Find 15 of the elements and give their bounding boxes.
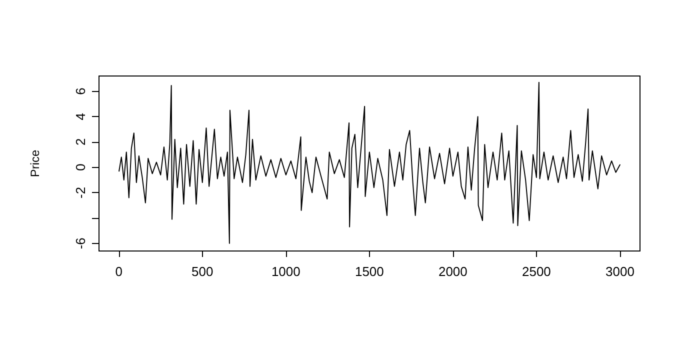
y-tick-label: 6 xyxy=(73,88,88,95)
y-tick-label: -2 xyxy=(73,186,88,198)
y-tick-label: 2 xyxy=(73,138,88,146)
y-tick-label: 4 xyxy=(73,112,88,120)
line-series xyxy=(118,82,620,244)
y-tick-label: -6 xyxy=(73,238,88,250)
x-tick-label: 1000 xyxy=(271,264,300,279)
x-tick-label: 2000 xyxy=(438,264,468,279)
x-tick-label: 2500 xyxy=(522,264,551,279)
x-tick-label: 500 xyxy=(192,264,214,279)
y-axis-title: Price xyxy=(28,150,42,178)
x-tick-label: 0 xyxy=(115,264,122,279)
y-tick-label: 0 xyxy=(73,164,88,171)
x-tick-label: 1500 xyxy=(354,264,384,279)
x-tick-label: 3000 xyxy=(605,264,634,279)
